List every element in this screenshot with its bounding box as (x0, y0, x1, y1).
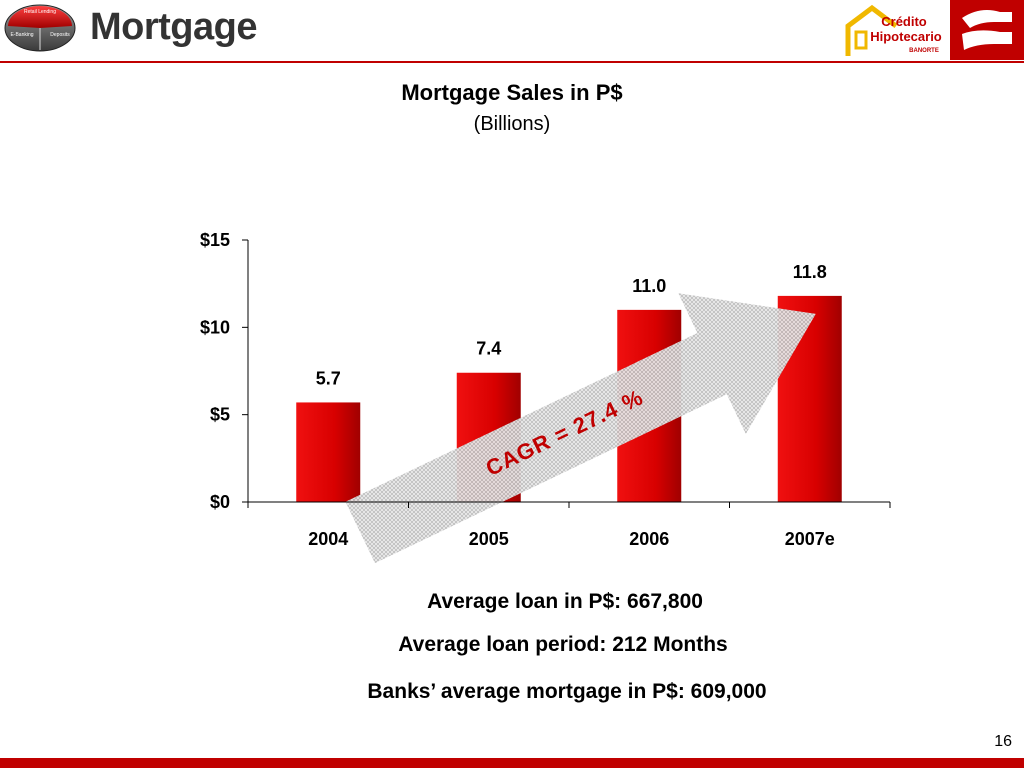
logo-credito-sub: BANORTE (909, 48, 939, 54)
banks-average-mortgage-note: Banks’ average mortgage in P$: 609,000 (367, 680, 767, 703)
cagr-arrow (345, 293, 816, 564)
y-tick-label-15: $15 (200, 230, 230, 250)
badge-label-retail: Retail Lending (24, 9, 56, 15)
x-tick-label-2007e: 2007e (785, 529, 835, 549)
footer-bar (0, 758, 1024, 768)
logo-credito-line2: Hipotecario (870, 29, 942, 44)
credito-hipotecario-logo: Crédito Hipotecario BANORTE (845, 4, 942, 56)
x-tick-label-2004: 2004 (308, 529, 348, 549)
cagr-arrow-layer: CAGR = 27.4 % (345, 293, 816, 564)
data-label-2007e: 11.8 (793, 262, 827, 282)
average-loan-note: Average loan in P$: 667,800 (427, 590, 703, 613)
page-title: Mortgage (90, 6, 258, 48)
data-label-2004: 5.7 (316, 368, 341, 388)
y-tick-label-5: $5 (210, 405, 230, 425)
data-label-2005: 7.4 (476, 339, 501, 359)
bar-2004 (296, 402, 361, 502)
y-tick-label-10: $10 (200, 317, 230, 337)
page-number: 16 (994, 733, 1012, 750)
chart-title: Mortgage Sales in P$ (401, 80, 623, 105)
average-loan-period-note: Average loan period: 212 Months (398, 633, 728, 656)
x-tick-label-2006: 2006 (629, 529, 669, 549)
logo-credito-line1: Crédito (881, 14, 927, 29)
x-tick-label-2005: 2005 (469, 529, 509, 549)
chart-subtitle: (Billions) (473, 113, 551, 135)
labels-layer: 5.7 2004 7.4 2005 11.0 2006 11.8 2007e $0 $5 $10 $1… (200, 230, 835, 549)
badge-label-ebanking: E-Banking (10, 32, 33, 38)
header-divider (0, 61, 1024, 63)
y-tick-label-0: $0 (210, 492, 230, 512)
data-label-2006: 11.0 (632, 276, 666, 296)
banorte-logo (950, 0, 1024, 60)
section-badge: Retail Lending E-Banking Deposits (4, 4, 76, 52)
axis-layer (242, 239, 891, 508)
badge-label-deposits: Deposits (50, 32, 70, 38)
